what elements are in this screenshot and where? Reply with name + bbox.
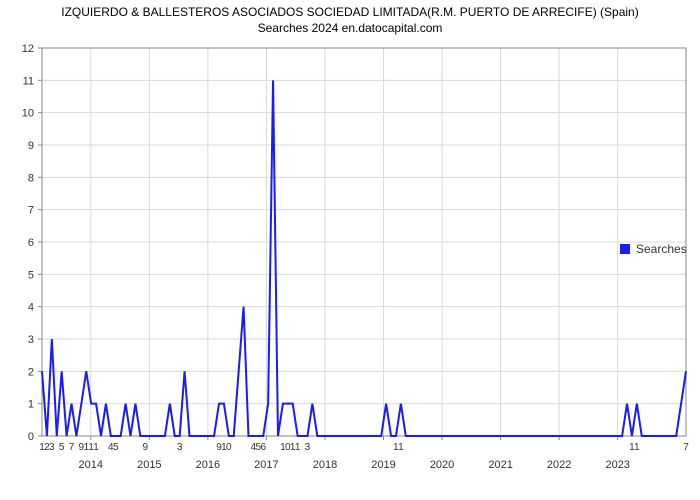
y-tick-label: 5 [28,269,34,281]
x-point-label: 0 [226,442,232,453]
chart-title-1: IZQUIERDO & BALLESTEROS ASOCIADOS SOCIED… [61,5,638,19]
x-point-label: 3 [49,442,55,453]
year-label: 2022 [547,459,571,471]
y-tick-label: 4 [28,302,34,314]
year-label: 2021 [488,459,512,471]
x-point-label: 3 [305,442,311,453]
x-point-label: 7 [683,442,689,453]
year-label: 2019 [371,459,395,471]
legend-swatch [620,244,630,254]
x-point-label: 7 [69,442,75,453]
year-label: 2015 [137,459,161,471]
y-tick-label: 8 [28,172,34,184]
y-tick-label: 6 [28,237,34,249]
line-chart: IZQUIERDO & BALLESTEROS ASOCIADOS SOCIED… [0,0,700,500]
x-point-label: 5 [113,442,119,453]
legend-label: Searches [636,242,687,256]
y-tick-label: 1 [28,399,34,411]
year-label: 2014 [79,459,103,471]
year-label: 2016 [196,459,220,471]
year-label: 2023 [605,459,629,471]
x-point-label: 1 [93,442,99,453]
y-tick-label: 0 [28,431,34,443]
x-point-label: 1 [398,442,404,453]
year-label: 2017 [254,459,278,471]
y-tick-label: 11 [23,75,34,87]
year-label: 2018 [313,459,337,471]
x-point-label: 6 [260,442,266,453]
x-point-label: 9 [142,442,148,453]
x-point-label: 3 [177,442,183,453]
x-point-label: 1 [634,442,640,453]
chart-container: IZQUIERDO & BALLESTEROS ASOCIADOS SOCIED… [0,0,700,500]
x-point-label: 5 [59,442,65,453]
chart-title-2: Searches 2024 en.datocapital.com [258,21,443,35]
y-tick-label: 2 [28,366,34,378]
x-point-label: 1 [295,442,301,453]
y-tick-label: 12 [22,43,34,55]
y-tick-label: 9 [28,140,34,152]
y-tick-label: 3 [28,334,34,346]
y-tick-label: 10 [22,108,34,120]
y-tick-label: 7 [28,205,34,217]
year-label: 2020 [430,459,454,471]
